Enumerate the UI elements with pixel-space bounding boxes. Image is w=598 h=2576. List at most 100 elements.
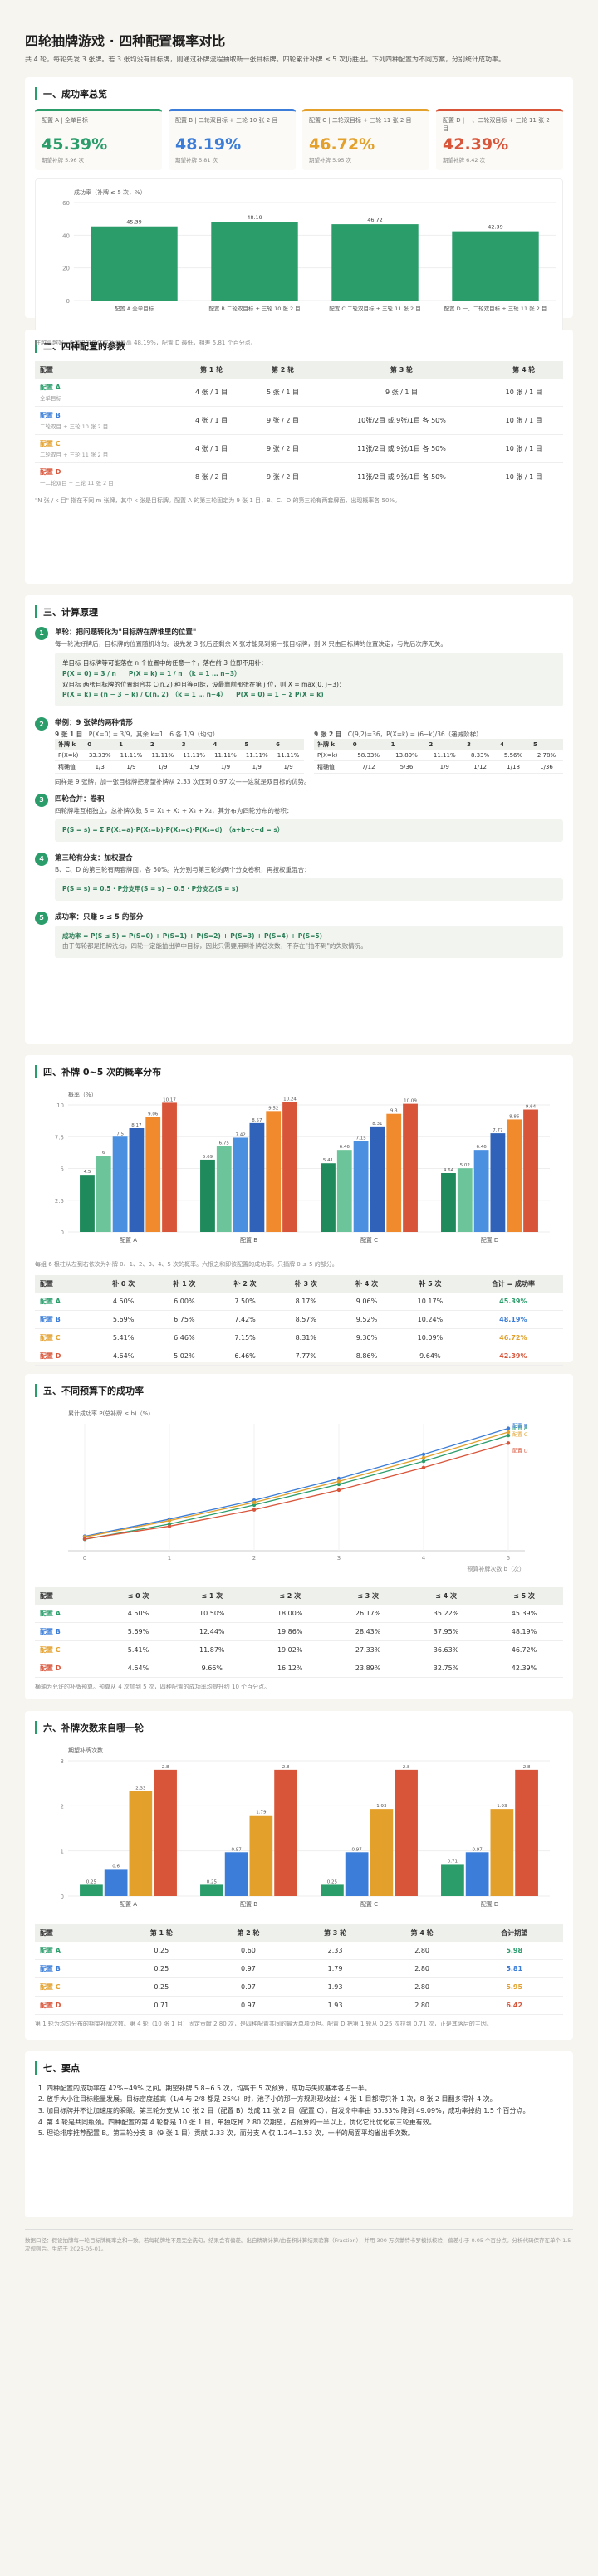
example-table-2: 补牌 k 0 1 2 3 4 5 P(X=k) 58.33% 13.89% 11.11% 8.33% 5… — [314, 739, 563, 775]
example-tables: 9 张 1 目 P(X=0) = 3/9，其余 k=1…6 各 1/9（均匀） … — [55, 730, 563, 775]
series-line — [84, 1427, 509, 1537]
column-header: 第 2 轮 — [247, 360, 319, 379]
data-point — [506, 1430, 511, 1435]
principle-step: 1 单轮：把问题转化为"目标牌在牌堆里的位置" 每一轮洗好牌后，目标牌的位置随机… — [35, 626, 563, 711]
table-cell: 5.95 — [465, 1977, 563, 1997]
data-point — [506, 1426, 511, 1430]
params-table: 配置 第 1 轮 第 2 轮 第 3 轮 第 4 轮 配置 A 全单目标 4 张 /… — [35, 360, 563, 491]
data-label: 6.46 — [476, 1145, 487, 1150]
data-label: 9.64 — [526, 1104, 537, 1109]
y-tick-label: 5 — [61, 1166, 64, 1172]
budget-note: 横轴为允许的补牌预算。预算从 4 次加到 5 次，四种配置的成功率均提升约 10… — [35, 1683, 271, 1690]
budget-line-chart: 累计成功率 P(总补牌 ≤ b)（%） 0 1 2 3 4 5 预算补牌次数 b（次） 配置 A… — [68, 1410, 528, 1572]
principle-section: 三、计算原理 1 单轮：把问题转化为"目标牌在牌堆里的位置" 每一轮洗好牌后，目… — [25, 594, 573, 1044]
bar — [457, 1167, 473, 1232]
series-label: 配置 B — [512, 1423, 527, 1429]
bar — [80, 1884, 103, 1896]
example-head: 9 张 1 目 P(X=0) = 3/9，其余 k=1…6 各 1/9（均匀） — [55, 731, 219, 739]
table-cell: 1/9 — [425, 760, 464, 775]
step-title: 举例：9 张牌的两种情形 — [55, 719, 133, 728]
series-label: 配置 D — [512, 1448, 528, 1454]
table-cell: 8.57% — [275, 1310, 336, 1330]
example-head: 9 张 2 目 C(9,2)=36，P(X=k) = (6−k)/36（递减阶梯… — [314, 731, 483, 739]
table-cell: 18.00% — [251, 1604, 330, 1623]
table-cell: 11.11% — [272, 750, 304, 762]
y-tick-label: 2 — [61, 1803, 64, 1810]
table-row: 精确值 7/12 5/36 1/9 1/12 1/18 1/36 — [314, 760, 563, 775]
table-row: 精确值 1/3 1/9 1/9 1/9 1/9 1/9 1/9 — [55, 760, 304, 775]
bar — [507, 1119, 522, 1232]
table-cell: 4 张 / 1 目 — [175, 406, 248, 435]
data-point — [252, 1503, 257, 1507]
table-cell: 1 — [115, 739, 147, 751]
table-row: 配置 C 5.41% 11.87% 19.02% 27.33% 36.63% 46.72% — [35, 1640, 563, 1659]
column-header: 第 2 轮 — [204, 1923, 292, 1942]
data-label: 0.97 — [232, 1847, 243, 1852]
table-cell: 42.39% — [485, 1659, 563, 1678]
table-cell: 10.24% — [397, 1310, 463, 1330]
bar — [249, 1122, 265, 1232]
x-tick-label: 2 — [252, 1555, 256, 1562]
step-title: 四轮合并：卷积 — [55, 794, 105, 804]
step-text: 每一轮洗好牌后，目标牌的位置随机均匀。设先发 3 张后还剩余 X 张才能见到第一… — [55, 639, 447, 648]
table-cell: 35.22% — [407, 1604, 485, 1623]
config-sub: 一二轮双目 + 三轮 11 张 2 目 — [40, 479, 114, 486]
overview-section: 一、成功率总览 配置 A | 全单目标 45.39% 期望补牌 5.96 次 配… — [25, 76, 573, 346]
table-cell: 0.60 — [204, 1941, 292, 1960]
table-cell: 配置 B — [35, 1622, 104, 1641]
data-label: 2.33 — [135, 1786, 146, 1791]
data-label: 48.19 — [247, 214, 262, 221]
data-label: 0.25 — [327, 1879, 338, 1884]
table-cell: 45.39% — [485, 1604, 563, 1623]
table-cell: 8.31% — [275, 1328, 336, 1348]
column-header: 补 5 次 — [397, 1275, 463, 1293]
table-cell: 配置 D — [35, 1347, 94, 1366]
table-cell: 3 — [178, 739, 210, 751]
table-cell: 5 — [530, 739, 563, 751]
x-tick-label: 1 — [168, 1555, 171, 1562]
step-text: B、C、D 的第三轮有两套牌面，各 50%。先分别与第三轮的两个分支卷积，再按权… — [55, 865, 311, 873]
step-number: 3 — [35, 793, 48, 807]
table-cell: 11张/2目 或 9张/1目 各 50% — [318, 434, 485, 463]
table-cell: 6 — [272, 739, 304, 751]
table-cell: 10 张 / 1 目 — [484, 406, 563, 435]
table-cell: 5.56% — [497, 750, 530, 762]
bar — [490, 1808, 514, 1896]
bar — [211, 222, 298, 301]
budget-section: 五、不同预算下的成功率 累计成功率 P(总补牌 ≤ b)（%） 0 1 2 3 4 5 预算补… — [25, 1373, 573, 1699]
column-header: 配置 — [35, 360, 176, 379]
chart-note: 每组 6 根柱从左到右依次为补牌 0、1、2、3、4、5 次的概率。六根之和即该… — [35, 1260, 338, 1268]
table-cell: 5.41% — [93, 1328, 154, 1348]
column-header: 第 3 轮 — [292, 1923, 379, 1942]
table-row: 配置 B 5.69% 6.75% 7.42% 8.57% 9.52% 10.24% 48.19… — [35, 1310, 563, 1330]
bar — [452, 231, 539, 301]
y-tick-label: 2.5 — [55, 1198, 64, 1205]
card-value: 46.72% — [309, 134, 375, 154]
column-header: 合计 = 成功率 — [463, 1275, 563, 1293]
table-cell: P(X=k) — [55, 750, 85, 762]
key-points-list: 四种配置的成功率在 42%~49% 之间。期望补牌 5.8~6.5 次，均高于 … — [35, 2083, 563, 2139]
table-cell: 配置 B — [35, 1310, 94, 1330]
card-config-c: 配置 C | 二轮双目标 + 三轮 11 张 2 目 46.72% 期望补牌 5… — [302, 108, 429, 170]
data-label: 7.5 — [116, 1132, 124, 1136]
x-tick-label: 配置 D — [481, 1901, 499, 1908]
table-cell: 26.17% — [329, 1604, 408, 1623]
data-point — [167, 1524, 172, 1528]
data-label: 7.77 — [493, 1128, 503, 1133]
step-title: 第三轮有分支：加权混合 — [55, 853, 133, 863]
table-cell: 1/9 — [115, 760, 147, 775]
table-cell: 9.30% — [336, 1328, 398, 1348]
summary-cards: 配置 A | 全单目标 45.39% 期望补牌 5.96 次 配置 B | 二轮… — [35, 108, 563, 170]
table-cell: 48.19% — [463, 1310, 563, 1330]
table-cell: 9.06% — [336, 1293, 398, 1312]
table-cell: 9.64% — [397, 1347, 463, 1366]
bar — [274, 1769, 297, 1896]
column-header: ≤ 5 次 — [485, 1586, 563, 1605]
bar — [386, 1113, 402, 1232]
config-cell: 配置 C 二轮双目 + 三轮 11 张 2 目 — [35, 434, 176, 463]
column-header: 补 3 次 — [275, 1275, 336, 1293]
table-cell: 16.12% — [251, 1659, 330, 1678]
step-text: 四轮牌堆互相独立，总补牌次数 S = X₁ + X₂ + X₃ + X₄，其分布… — [55, 806, 293, 814]
table-row: P(X=k) 58.33% 13.89% 11.11% 8.33% 5.56% 2.78% — [314, 750, 563, 762]
